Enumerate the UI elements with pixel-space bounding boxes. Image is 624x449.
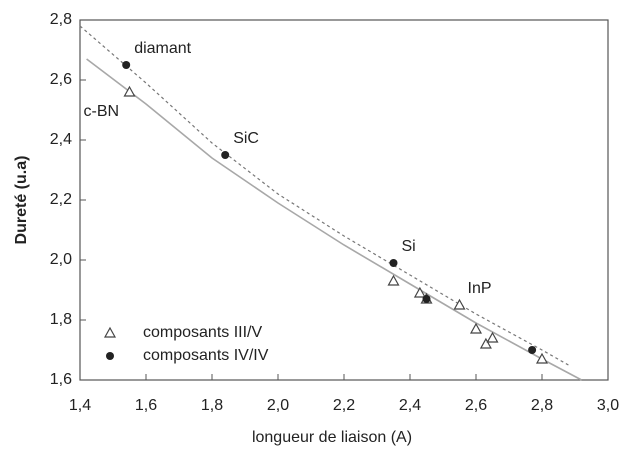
y-tick-label: 2,6 [50, 71, 72, 88]
circle-marker [389, 259, 398, 267]
legend-label: composants III/V [143, 324, 262, 341]
x-tick-label: 2,0 [267, 397, 289, 414]
point-label: diamant [134, 40, 191, 57]
fit-line [79, 25, 569, 366]
x-tick-label: 1,4 [69, 397, 91, 414]
triangle-marker [103, 326, 117, 338]
y-tick-label: 2,4 [50, 131, 72, 148]
triangle-marker [469, 322, 483, 334]
point-label: c-BN [84, 103, 120, 120]
circle-marker [122, 61, 131, 69]
triangle-marker [387, 274, 400, 286]
y-tick-label: 1,6 [50, 371, 72, 388]
triangle-marker [479, 337, 492, 349]
y-axis-label: Dureté (u.a) [13, 156, 30, 245]
circle-marker [221, 151, 230, 159]
x-tick-label: 2,6 [465, 397, 487, 414]
x-tick-label: 1,6 [135, 397, 157, 414]
legend-label: composants IV/IV [143, 347, 269, 364]
x-axis-label: longueur de liaison (A) [252, 429, 412, 446]
triangle-marker [453, 298, 466, 310]
x-tick-label: 2,4 [399, 397, 421, 414]
x-tick-label: 2,8 [531, 397, 553, 414]
point-label: SiC [233, 130, 259, 147]
triangle-marker [486, 331, 499, 343]
y-tick-label: 1,8 [50, 311, 72, 328]
y-tick-label: 2,0 [50, 251, 72, 268]
y-tick-label: 2,8 [50, 11, 72, 28]
point-label: InP [468, 280, 492, 297]
triangle-marker [123, 85, 136, 97]
circle-marker [106, 352, 114, 360]
triangle-marker [413, 286, 426, 298]
triangle-marker [535, 352, 549, 364]
x-tick-label: 3,0 [597, 397, 619, 414]
x-tick-label: 2,2 [333, 397, 355, 414]
fit-line [86, 58, 582, 381]
point-label: Si [402, 238, 416, 255]
circle-marker [422, 295, 431, 303]
y-tick-label: 2,2 [50, 191, 72, 208]
circle-marker [528, 346, 537, 354]
x-tick-label: 1,8 [201, 397, 223, 414]
